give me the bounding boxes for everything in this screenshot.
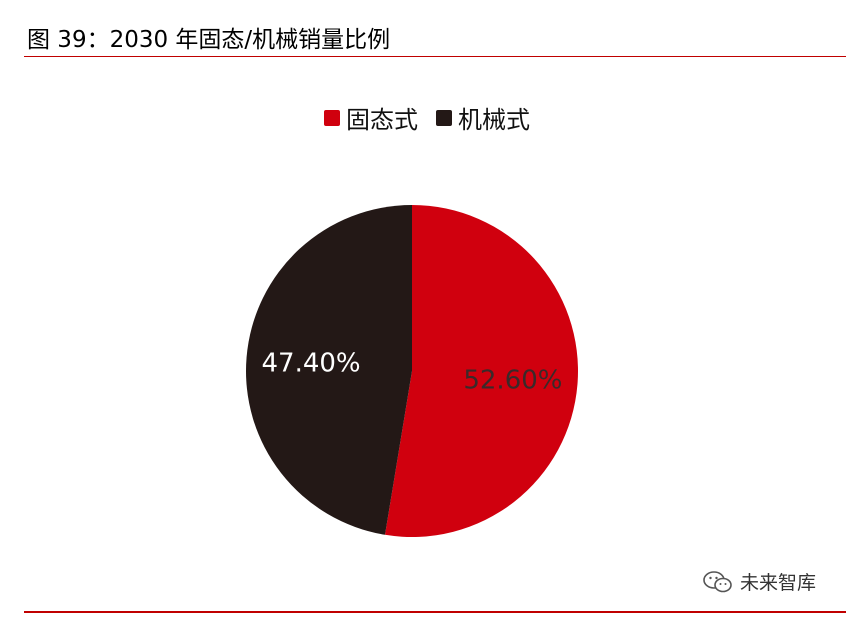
- watermark-text: 未来智库: [740, 572, 817, 594]
- top-divider: [24, 56, 846, 57]
- legend-label-solid: 固态式: [346, 106, 418, 134]
- legend-label-mechanical: 机械式: [458, 106, 530, 134]
- data-label-solid: 52.60%: [463, 365, 562, 395]
- wechat-icon: [703, 570, 732, 592]
- data-label-mechanical: 47.40%: [262, 349, 361, 379]
- legend-item-mechanical: 机械式: [436, 100, 530, 135]
- page-title: 图 39：2030 年固态/机械销量比例: [27, 27, 391, 53]
- legend-item-solid: 固态式: [324, 100, 418, 135]
- bottom-divider: [24, 611, 846, 613]
- legend-swatch-mechanical: [436, 109, 452, 126]
- pie-slice-mechanical: [246, 205, 412, 535]
- watermark: 未来智库: [702, 568, 816, 595]
- chart-legend: 固态式 机械式: [0, 100, 854, 135]
- pie-slice-solid: [385, 205, 579, 537]
- legend-swatch-solid: [324, 109, 340, 126]
